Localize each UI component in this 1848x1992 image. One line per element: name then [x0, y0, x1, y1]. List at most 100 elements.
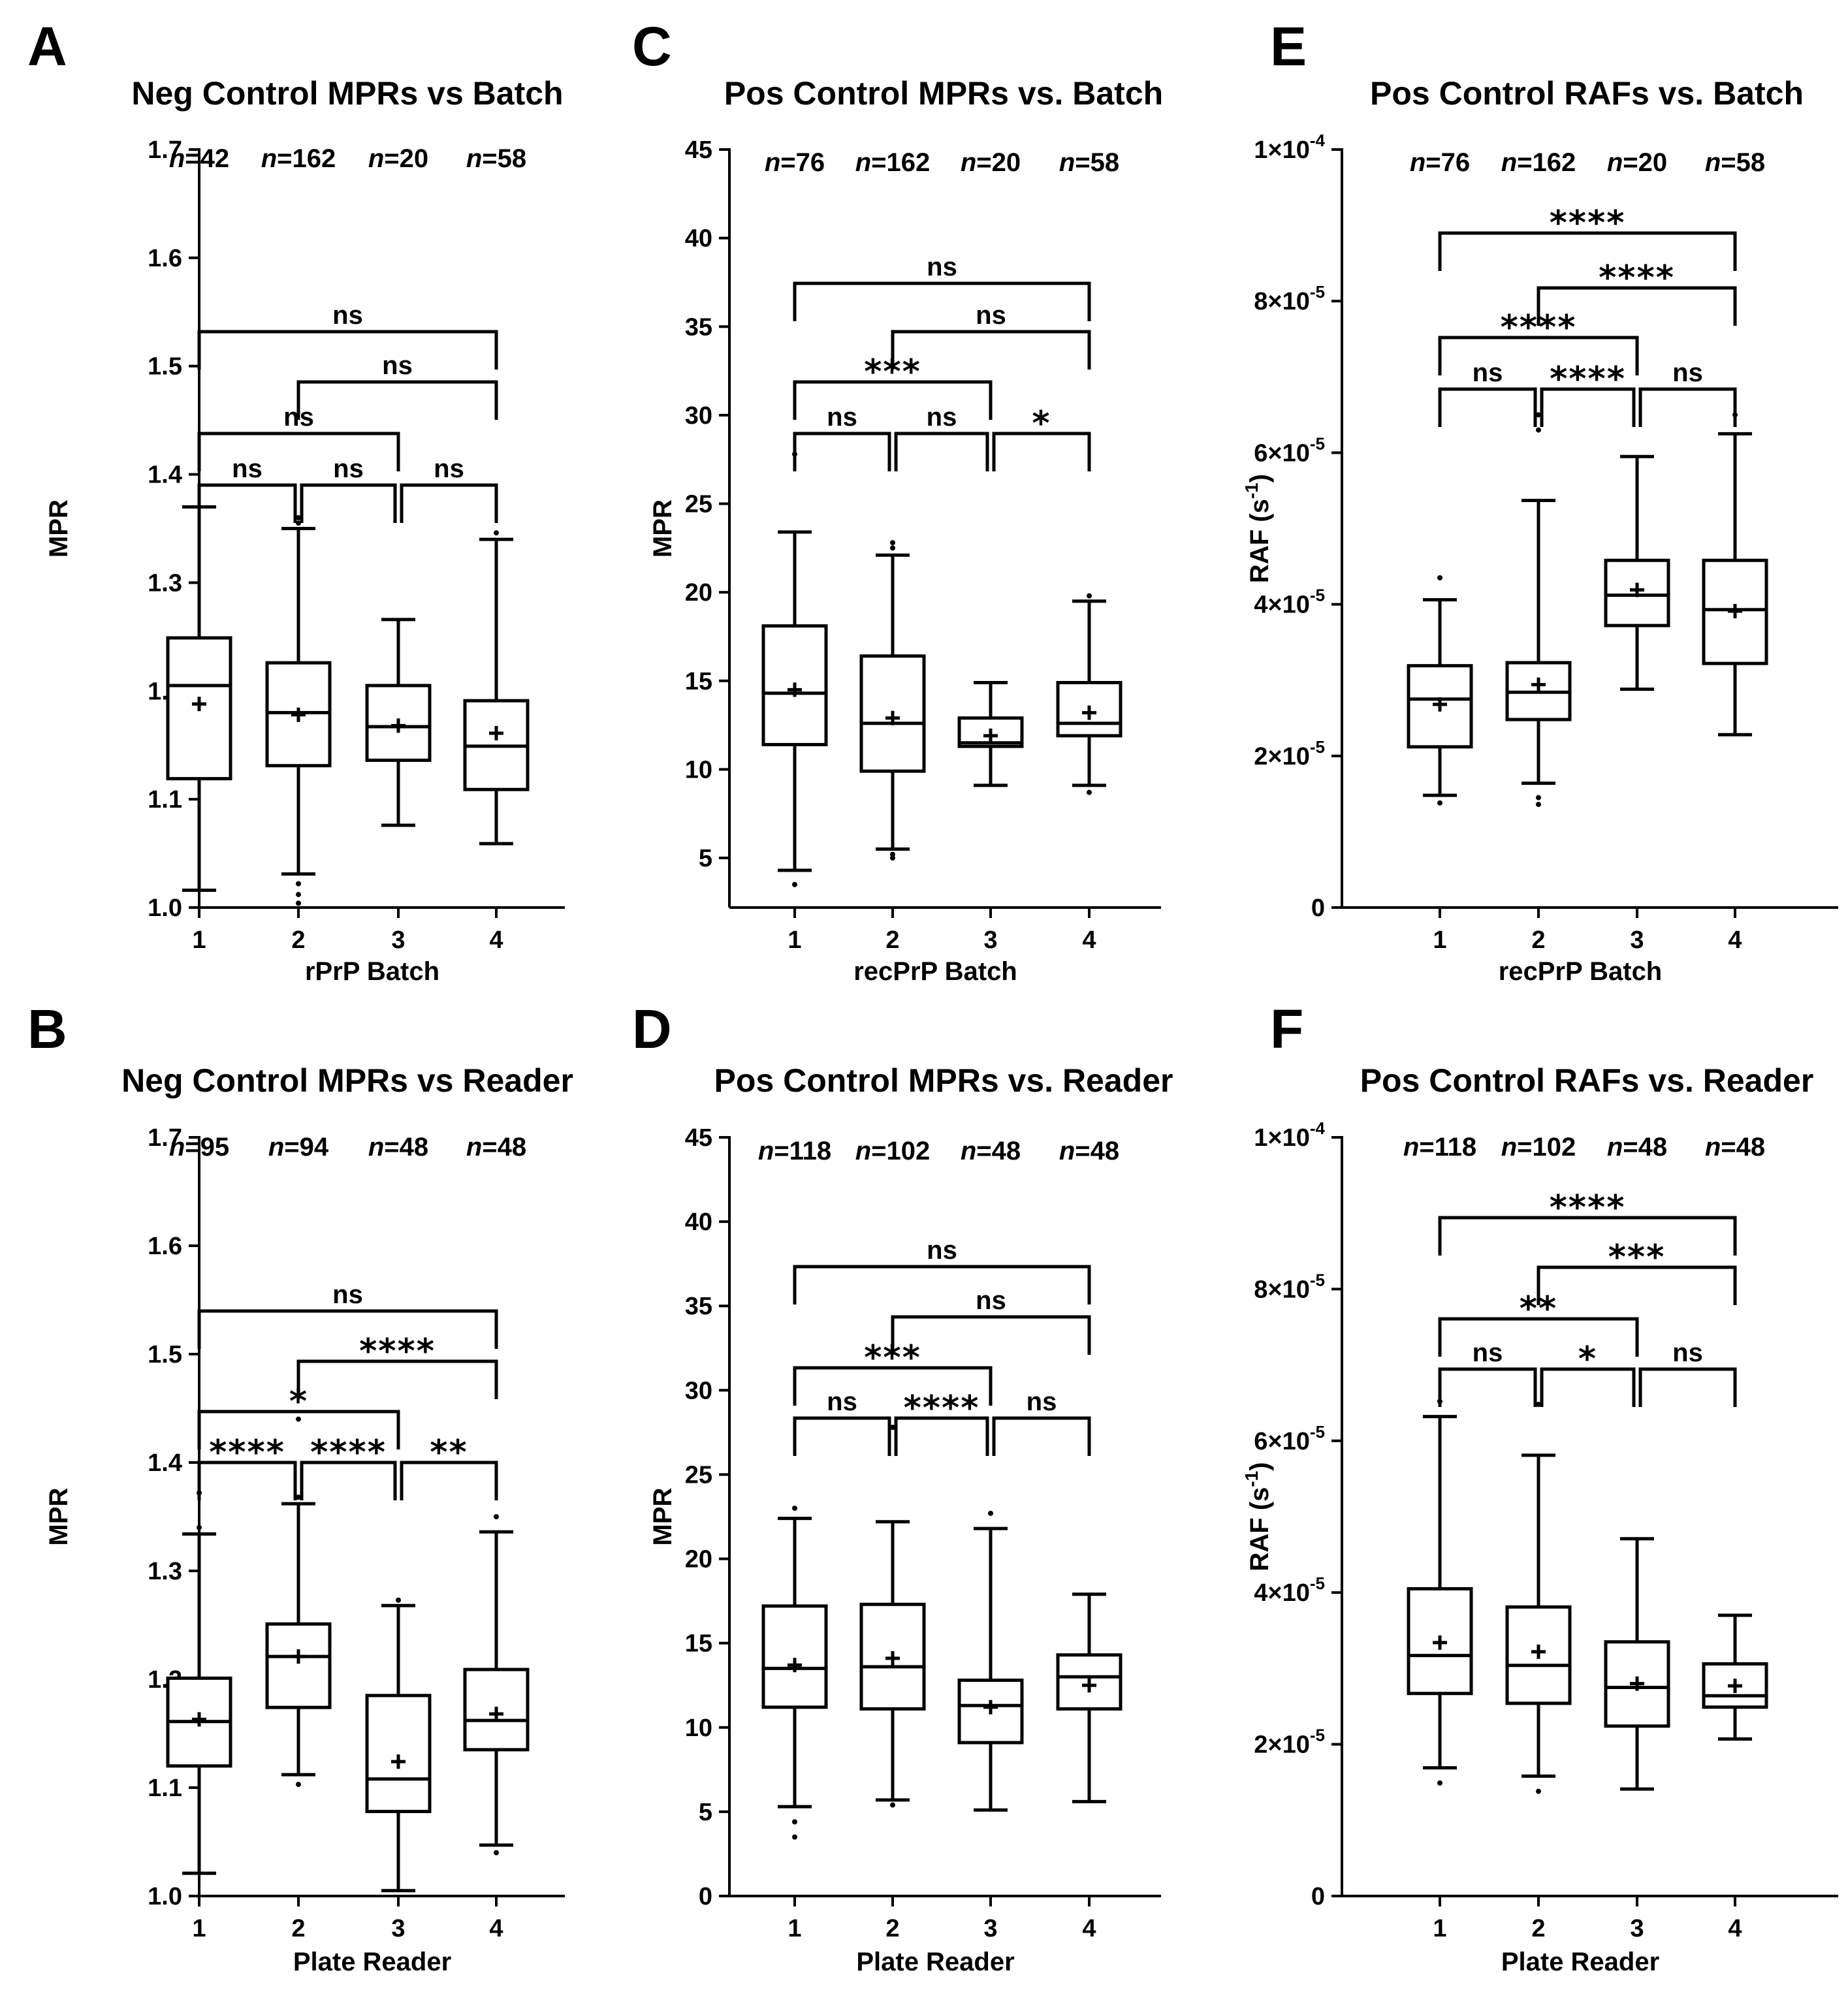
n-count: n=58	[466, 144, 526, 173]
significance-bracket: ns	[793, 1387, 891, 1456]
x-tick-label: 2	[291, 1915, 305, 1942]
bracket-line	[1438, 1367, 1537, 1407]
box-1	[1407, 1399, 1473, 1786]
n-count: n=118	[1403, 1133, 1476, 1162]
significance-label: **	[430, 1433, 468, 1472]
x-tick-label: 1	[192, 926, 206, 954]
x-tick-label: 4	[1082, 1915, 1096, 1942]
outlier-point	[1536, 802, 1541, 808]
y-tick-label: 5	[699, 1799, 712, 1826]
y-axis-label: RAF (s-1)	[1241, 1462, 1274, 1571]
x-axis-label: Plate Reader	[856, 1948, 1014, 1976]
significance-label: ns	[1473, 358, 1503, 387]
box-4	[1702, 412, 1768, 736]
outlier-point	[1536, 427, 1541, 433]
box-4	[463, 530, 530, 846]
y-tick-label: 8×10-5	[1254, 1270, 1325, 1303]
y-tick-label: 4×10-5	[1254, 1573, 1325, 1607]
y-axis-label: RAF (s-1)	[1241, 474, 1274, 583]
outlier-point	[890, 1802, 895, 1808]
y-tick-label: 30	[685, 1377, 712, 1404]
significance-label: ns	[976, 1286, 1006, 1315]
box-2	[1505, 412, 1572, 808]
box-2	[265, 514, 332, 906]
significance-bracket: ns	[1638, 358, 1737, 427]
significance-label: ns	[434, 454, 464, 483]
significance-bracket: ****	[296, 1332, 498, 1399]
y-tick-label: 1.5	[148, 1341, 182, 1368]
n-count: n=42	[169, 144, 229, 173]
n-count: n=48	[1705, 1133, 1765, 1162]
bracket-line	[296, 1359, 498, 1399]
chart-title: Neg Control MPRs vs Reader	[121, 1062, 573, 1099]
significance-label: ns	[332, 301, 363, 330]
y-tick-label: 25	[685, 1461, 712, 1489]
significance-bracket: ns	[1638, 1338, 1737, 1407]
y-tick-label: 2×10-5	[1254, 1726, 1325, 1759]
chart-title: Pos Control RAFs vs. Reader	[1360, 1062, 1814, 1099]
panel-letter: E	[1270, 16, 1307, 77]
n-count: n=76	[765, 148, 825, 177]
significance-bracket: ns	[894, 403, 989, 471]
x-tick-label: 4	[489, 1915, 503, 1942]
bracket-line	[894, 432, 989, 471]
outlier-point	[1437, 575, 1442, 580]
significance-label: ns	[1473, 1338, 1503, 1367]
outlier-point	[890, 851, 895, 857]
x-tick-label: 3	[1630, 1915, 1644, 1942]
n-count: n=58	[1059, 148, 1119, 177]
box-1	[761, 451, 828, 887]
bracket-line	[300, 483, 397, 523]
outlier-point	[296, 881, 301, 887]
outlier-point	[1536, 795, 1541, 800]
significance-label: ****	[1550, 1188, 1626, 1227]
box-2	[1505, 1402, 1572, 1794]
bracket-line	[1438, 387, 1537, 427]
y-tick-label: 1.4	[148, 462, 182, 489]
y-axis-label: MPR	[648, 499, 677, 558]
bracket-line	[894, 1416, 989, 1456]
bracket-line	[1540, 1367, 1636, 1407]
outlier-point	[296, 1416, 301, 1422]
y-tick-label: 1.3	[148, 1558, 182, 1585]
bracket-line	[197, 1309, 498, 1349]
n-count: n=95	[169, 1133, 229, 1162]
outlier-point	[1087, 789, 1092, 795]
y-tick-label: 1.1	[148, 786, 182, 814]
x-axis-label: rPrP Batch	[305, 957, 439, 986]
panel-letter: B	[27, 998, 67, 1060]
significance-bracket: ns	[296, 351, 498, 420]
significance-bracket: ns	[891, 301, 1091, 370]
y-tick-label: 6×10-5	[1254, 434, 1325, 467]
significance-bracket: *	[197, 1382, 400, 1449]
box-3	[957, 1510, 1024, 1812]
significance-label: ****	[359, 1332, 436, 1371]
significance-bracket: ns	[197, 403, 400, 471]
outlier-point	[792, 881, 797, 887]
significance-label: ns	[827, 1387, 857, 1416]
significance-label: ns	[927, 1236, 957, 1265]
significance-label: ***	[864, 1338, 921, 1378]
n-count: n=162	[1501, 148, 1576, 177]
significance-label: *	[1578, 1340, 1597, 1379]
y-tick-label: 5	[699, 845, 712, 872]
box-3	[1604, 454, 1670, 691]
y-tick-label: 15	[685, 1630, 712, 1658]
bracket-line	[793, 1366, 993, 1406]
box-1	[166, 1490, 232, 1875]
significance-bracket: ns	[197, 301, 498, 370]
significance-label: ns	[283, 403, 314, 432]
bracket-line	[400, 483, 498, 523]
y-tick-label: 30	[685, 402, 712, 430]
x-tick-label: 2	[291, 926, 305, 954]
significance-label: ***	[864, 353, 921, 392]
bracket-line	[891, 1315, 1091, 1355]
n-count: n=162	[261, 144, 336, 173]
y-tick-label: 1.4	[148, 1449, 182, 1477]
significance-label: ns	[232, 454, 263, 483]
bracket-line	[197, 330, 498, 370]
bracket-line	[793, 1416, 891, 1456]
significance-bracket: ns	[793, 1236, 1091, 1304]
outlier-point	[1087, 593, 1092, 599]
